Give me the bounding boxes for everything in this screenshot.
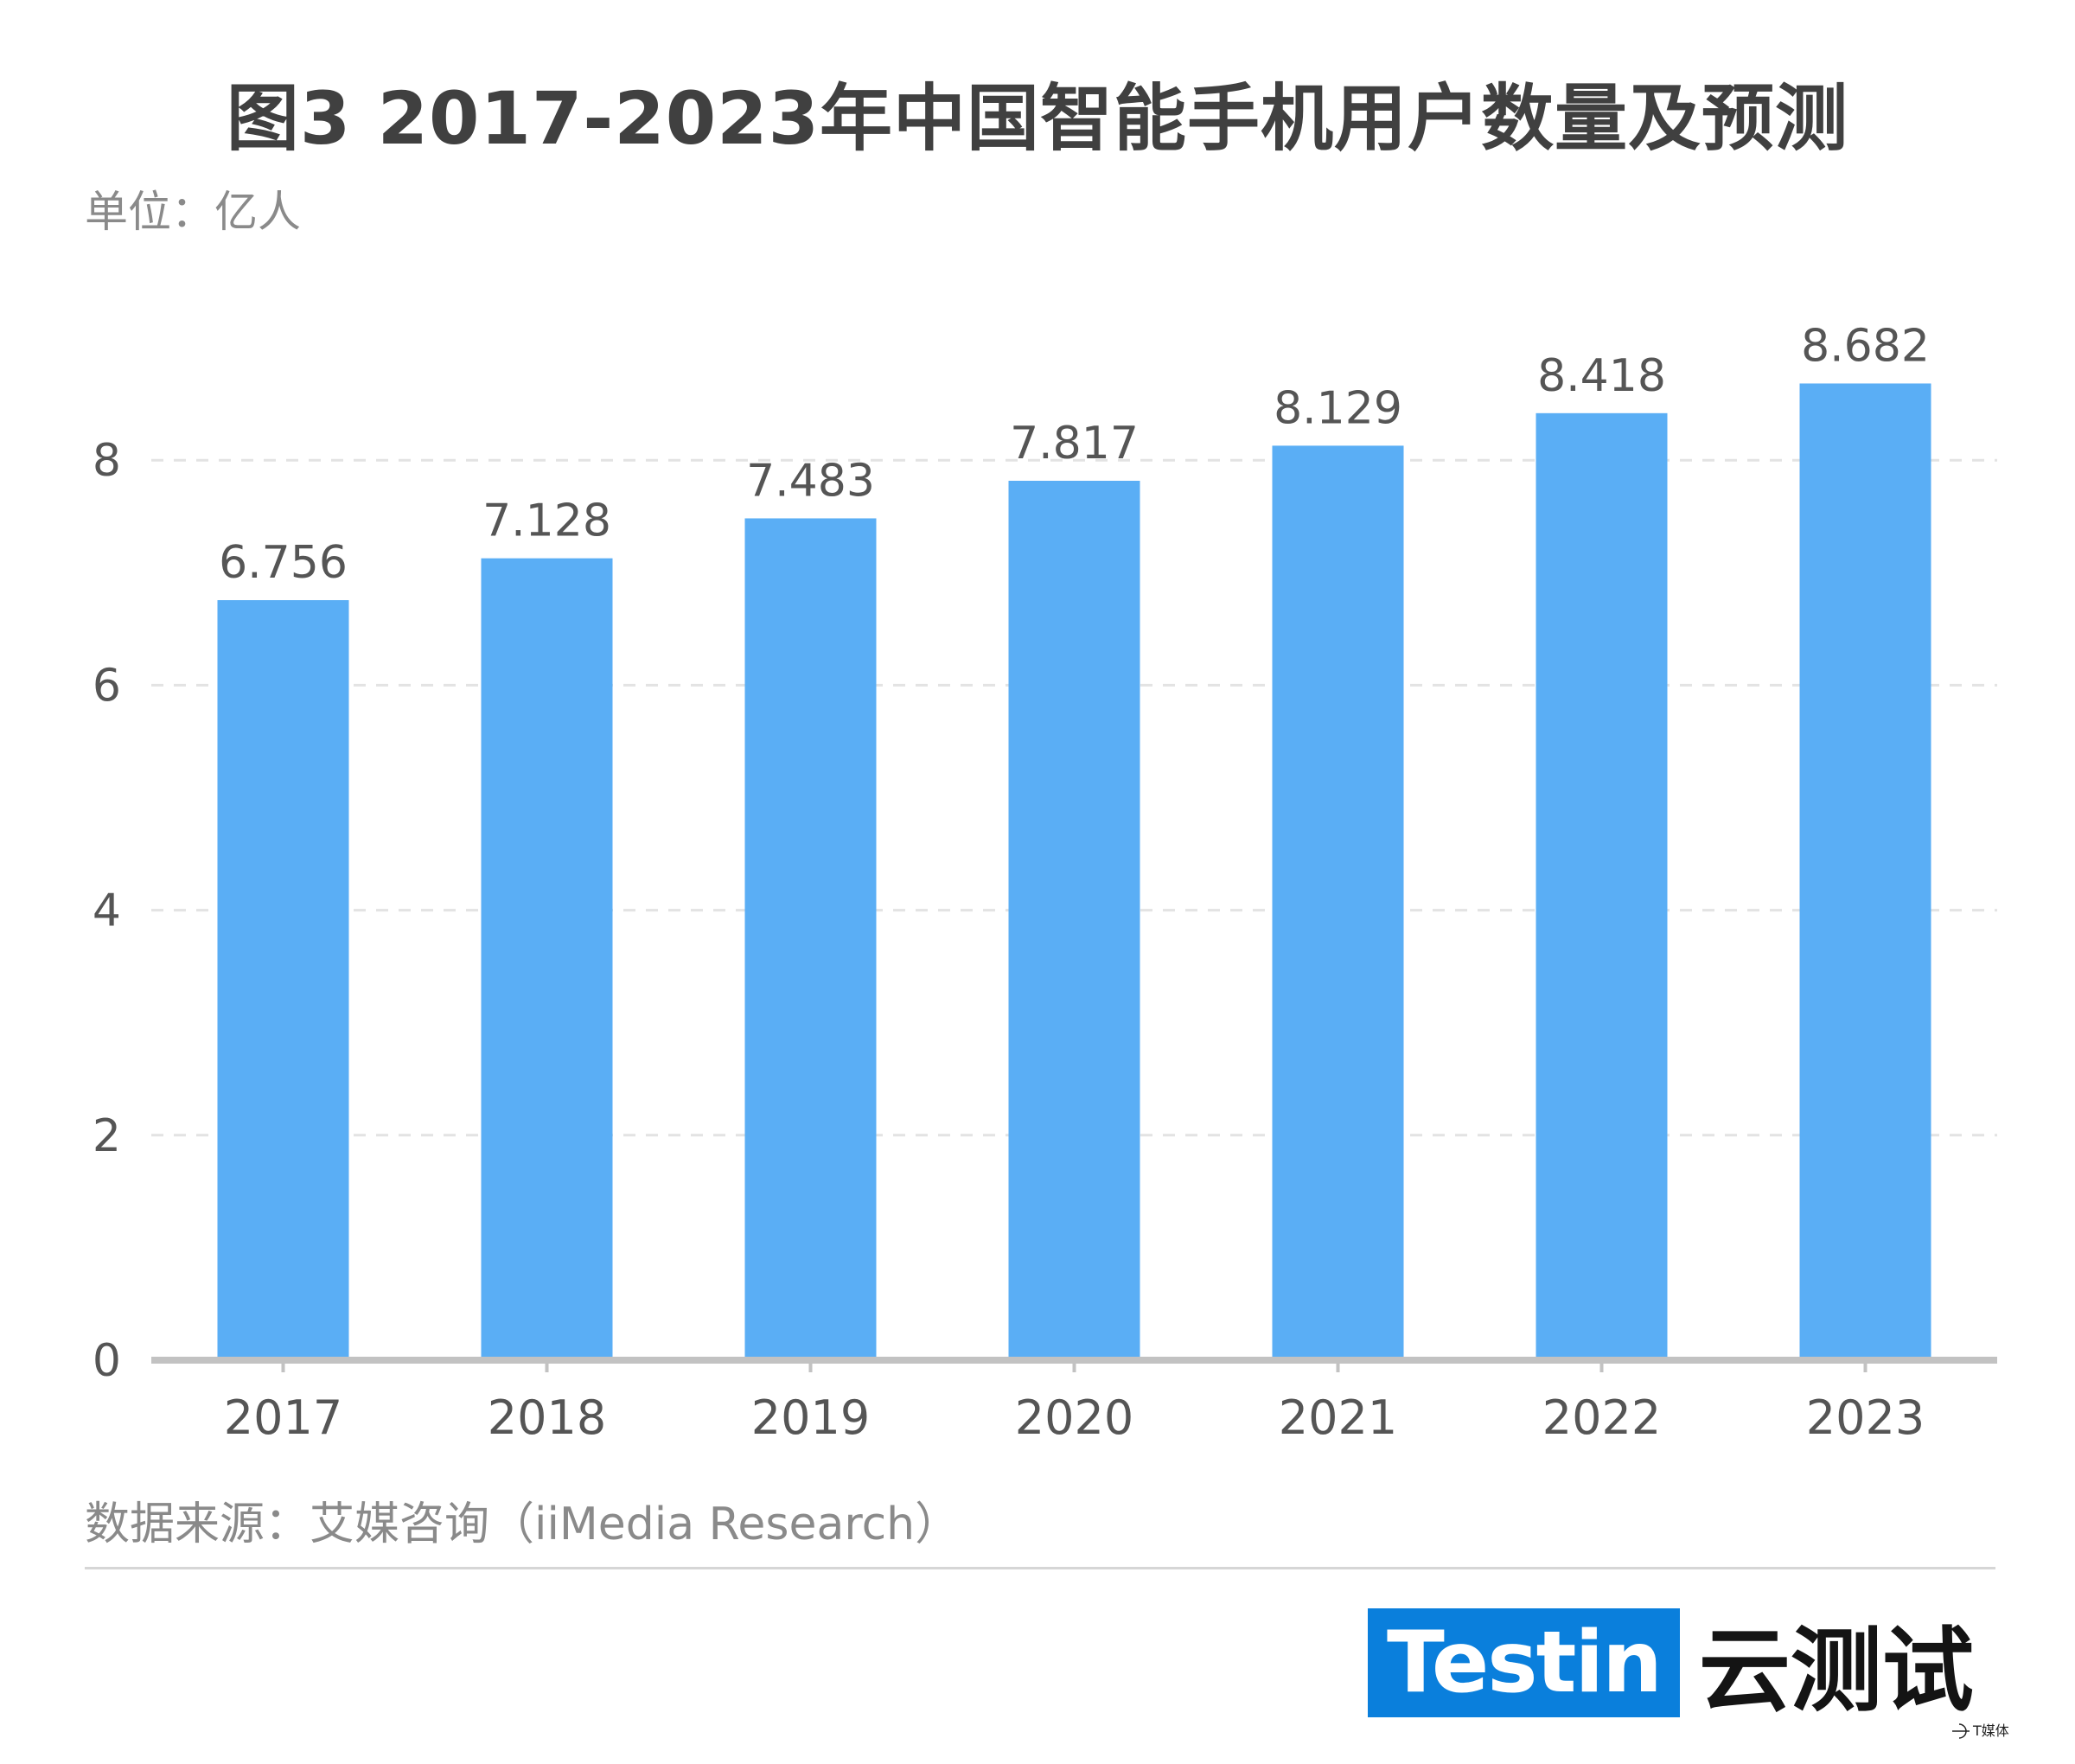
bar-chart: 0 2 4 6 8 6.756 2017 7.128 2018 7.483 2019 7.817 202…	[93, 320, 1997, 1445]
bar	[1272, 445, 1404, 1360]
y-tick-label: 2	[93, 1110, 121, 1162]
testin-logo: Testin 云测试	[1368, 1608, 1974, 1724]
data-label: 8.418	[1537, 350, 1666, 402]
bar	[481, 558, 613, 1360]
bar	[1799, 383, 1931, 1360]
y-tick-label: 8	[93, 435, 121, 487]
x-tick-label: 2022	[1542, 1390, 1661, 1445]
bar	[744, 518, 877, 1360]
data-label: 7.817	[1010, 418, 1139, 470]
y-tick-label: 4	[93, 885, 121, 937]
watermark-icon	[1952, 1723, 1970, 1739]
x-tick-label: 2021	[1279, 1390, 1397, 1445]
y-tick-label: 6	[93, 660, 121, 712]
bar	[1008, 481, 1140, 1360]
x-tick-label: 2017	[224, 1390, 342, 1445]
data-label: 6.756	[219, 537, 348, 589]
logo-brand-box: Testin	[1368, 1608, 1680, 1717]
x-tick-label: 2023	[1806, 1390, 1925, 1445]
x-tick-label: 2020	[1015, 1390, 1133, 1445]
watermark-text: T媒体	[1973, 1722, 2009, 1739]
bar	[217, 600, 349, 1360]
unit-label: 单位：亿人	[85, 187, 301, 237]
data-source: 数据来源：艾媒咨询（iiMedia Research）	[85, 1499, 961, 1550]
media-watermark: T媒体	[1952, 1722, 2009, 1740]
y-tick-label: 0	[93, 1335, 121, 1387]
x-tick-label: 2018	[488, 1390, 606, 1445]
chart-title: 图3 2017-2023年中国智能手机用户数量及预测	[226, 76, 1849, 161]
logo-text: 云测试	[1698, 1618, 1974, 1724]
data-label: 8.129	[1274, 382, 1402, 434]
bar	[1536, 412, 1668, 1360]
data-label: 7.128	[482, 495, 611, 547]
footer-divider	[85, 1567, 1995, 1569]
data-label: 7.483	[746, 455, 875, 507]
x-tick-label: 2019	[751, 1390, 870, 1445]
data-label: 8.682	[1801, 320, 1930, 372]
